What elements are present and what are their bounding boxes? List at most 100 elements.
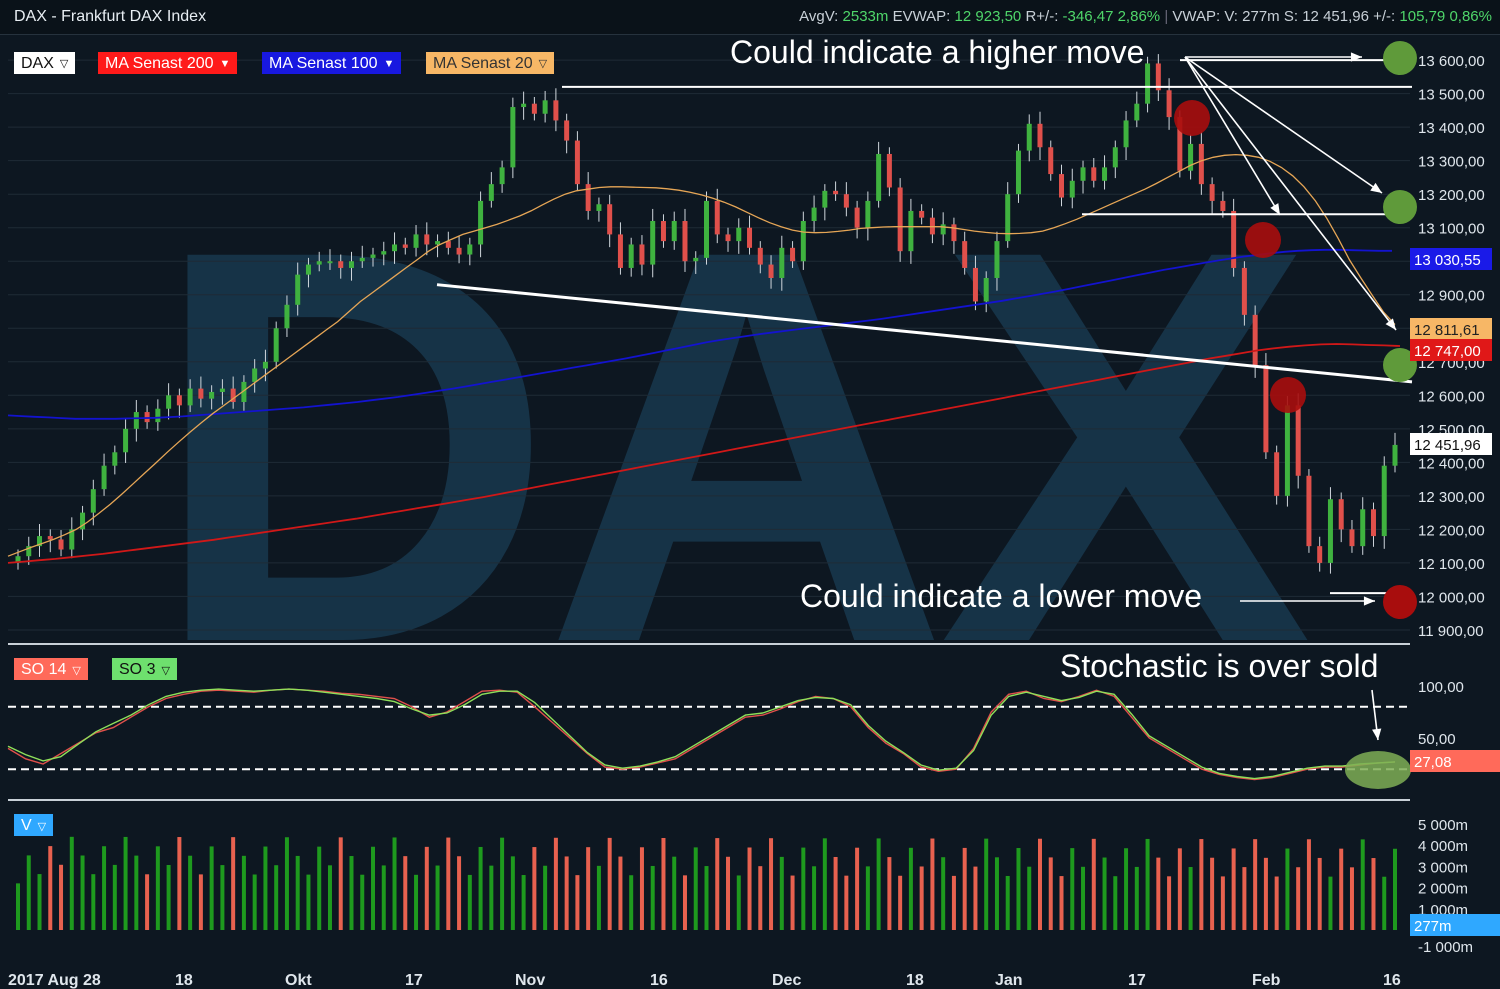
candle-body xyxy=(822,190,828,208)
volume-bar xyxy=(1102,857,1107,930)
ma20-chip[interactable]: MA Senast 20 ▽ xyxy=(426,52,555,74)
volume-bar xyxy=(564,856,569,930)
candle-body xyxy=(1381,465,1387,537)
y-tick-label: 12 900,00 xyxy=(1418,288,1485,305)
arrowhead xyxy=(1385,318,1396,330)
candle-body xyxy=(521,103,527,108)
candle-body xyxy=(488,184,494,201)
volume-bar xyxy=(1285,848,1290,930)
candle-body xyxy=(1048,147,1054,175)
volume-bar xyxy=(1393,848,1397,930)
candle-body xyxy=(929,217,935,235)
candle-body xyxy=(1005,194,1011,242)
candle-body xyxy=(381,251,387,255)
x-tick-label: 2017 Aug 28 xyxy=(8,972,101,989)
candle-body xyxy=(757,247,763,265)
so3-chip[interactable]: SO 3 ▽ xyxy=(112,658,177,680)
candle-body xyxy=(1069,180,1075,198)
annotation-lower-move: Could indicate a lower move xyxy=(800,578,1202,614)
volume-bar xyxy=(1253,839,1258,930)
volume-bar xyxy=(1048,857,1053,930)
volume-bar xyxy=(1081,866,1086,930)
candle-body xyxy=(392,244,398,252)
volume-bar xyxy=(575,875,580,930)
x-tick-label: Dec xyxy=(772,972,801,989)
candle-body xyxy=(876,153,882,201)
candle-body xyxy=(413,234,419,248)
candle-body xyxy=(1177,117,1183,171)
annotation-higher-move: Could indicate a higher move xyxy=(730,34,1145,70)
ma100-chip[interactable]: MA Senast 100 ▼ xyxy=(262,52,402,74)
ma20-price-label-bg xyxy=(1410,318,1492,340)
x-tick-label: 16 xyxy=(650,972,668,989)
candle-body xyxy=(585,184,591,211)
candle-body xyxy=(865,200,871,228)
candle-body xyxy=(843,194,849,208)
volume-bar xyxy=(553,837,558,930)
volume-bar xyxy=(779,856,784,930)
volume-bar xyxy=(1113,876,1118,930)
x-tick-label: 16 xyxy=(1383,972,1401,989)
candle-body xyxy=(704,200,709,258)
candle-body xyxy=(123,428,129,453)
candle-body xyxy=(273,328,279,362)
volume-bar xyxy=(1231,848,1236,930)
y-tick-label: 13 600,00 xyxy=(1418,53,1485,70)
candle-body xyxy=(198,388,204,399)
volume-bar xyxy=(769,838,774,930)
candle-body xyxy=(994,241,1000,278)
header-stats: AvgV: 2533m EVWAP: 12 923,50 R+/-: -346,… xyxy=(799,8,1492,25)
volume-bar xyxy=(1328,876,1333,930)
chevron-down-icon: ▽ xyxy=(59,58,69,70)
chevron-down-icon: ▼ xyxy=(219,58,231,70)
volume-bar xyxy=(69,836,74,930)
volume-bar xyxy=(1306,839,1311,930)
volume-bar xyxy=(758,866,763,930)
candle-body xyxy=(886,153,892,188)
ma200-chip[interactable]: MA Senast 200 ▼ xyxy=(98,52,238,74)
candle-body xyxy=(951,224,957,242)
annotation-arrow xyxy=(1184,56,1383,194)
annotation-arrow xyxy=(1184,56,1397,331)
volume-bar xyxy=(241,855,246,930)
candle-body xyxy=(230,388,236,403)
volume-bar xyxy=(1059,876,1064,930)
volume-bar xyxy=(887,857,892,930)
so14-chip-label: SO 14 xyxy=(21,661,67,678)
candle-body xyxy=(1102,167,1108,181)
r-pct: 2,86% xyxy=(1117,8,1161,25)
volume-bar xyxy=(973,866,978,930)
volume-bar xyxy=(123,836,128,930)
candle-body xyxy=(1037,123,1043,148)
chevron-down-icon: ▽ xyxy=(538,58,548,70)
candle-body xyxy=(1220,200,1226,211)
x-tick-label: Jan xyxy=(995,972,1023,989)
volume-bar xyxy=(596,865,601,930)
volume-bar xyxy=(102,846,107,930)
support-trendline xyxy=(436,283,1413,384)
dax-chip[interactable]: DAX ▽ xyxy=(14,52,76,74)
candle-body xyxy=(531,103,537,114)
candle-body xyxy=(252,368,258,382)
volume-bar xyxy=(951,875,956,930)
candle-body xyxy=(962,241,968,268)
volume-bar xyxy=(521,875,526,930)
volume-chip[interactable]: V ▽ xyxy=(14,814,54,836)
volume-bar xyxy=(1220,876,1225,930)
r-label: R+/-: xyxy=(1025,8,1059,25)
ma200-chip-label: MA Senast 200 xyxy=(105,55,214,73)
volume-bar xyxy=(1360,839,1365,930)
volume-bar xyxy=(209,846,214,930)
candle-body xyxy=(1112,147,1118,168)
candle-body xyxy=(607,204,613,235)
volume-bar xyxy=(381,865,386,930)
volume-bar xyxy=(371,846,376,930)
candle-body xyxy=(219,388,225,392)
volume-bar xyxy=(500,837,505,930)
candle-body xyxy=(37,536,43,547)
so14-chip[interactable]: SO 14 ▽ xyxy=(14,658,88,680)
last-price-label-bg xyxy=(1410,433,1492,455)
y-tick-label: 13 200,00 xyxy=(1418,187,1485,204)
volume-bar xyxy=(1188,867,1193,930)
candle-body xyxy=(564,120,570,141)
